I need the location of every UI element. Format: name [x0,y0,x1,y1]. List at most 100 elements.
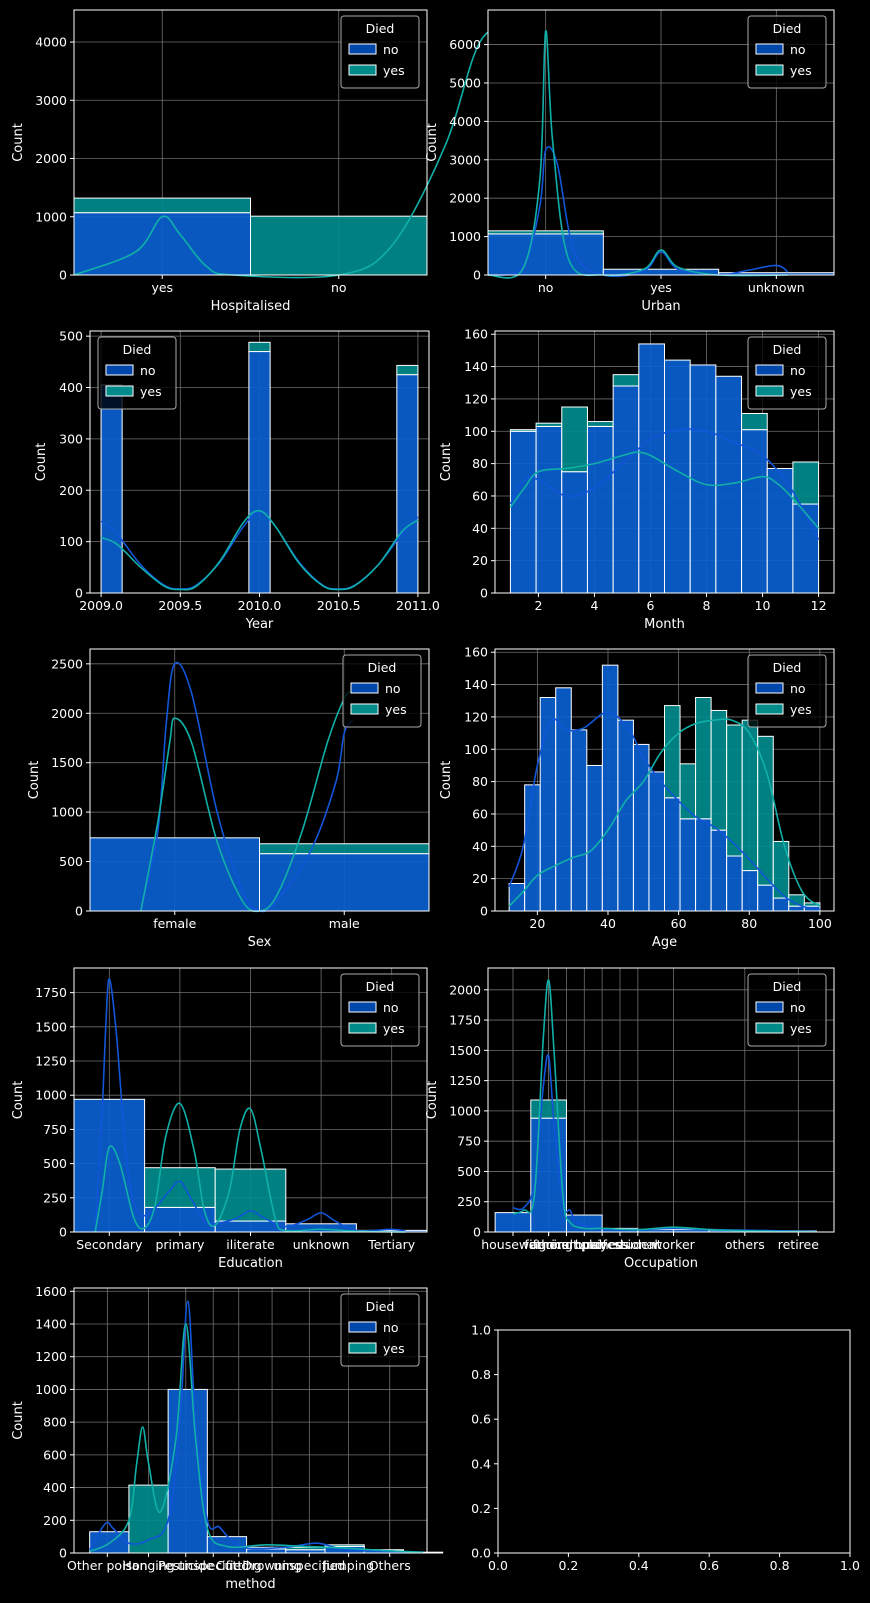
x-tick-label: 2010.0 [238,598,282,613]
x-tick-label: agricultural [531,1237,603,1252]
bar-no [726,855,743,912]
legend-label-yes: yes [790,63,812,78]
x-tick-label: others [725,1237,765,1252]
x-axis-label: Age [652,935,677,950]
y-tick-label: 160 [464,645,488,660]
y-tick-label: 800 [43,1415,67,1430]
bar-yes [324,1544,365,1547]
bar-yes [772,840,790,899]
x-axis-label: Education [218,1256,283,1271]
y-tick-label: 1750 [35,985,67,1000]
legend: Died no yes [97,336,177,410]
legend: Died no yes [747,336,827,410]
y-tick-label: 1750 [449,1013,481,1028]
y-tick-label: 0.0 [471,1546,491,1561]
x-tick-label: 0.8 [770,1558,790,1573]
legend: Died no yes [340,973,420,1047]
bar-yes [710,709,728,831]
kde-line-no [508,711,821,911]
legend-swatch-yes [755,64,784,76]
axes-frame [73,9,428,276]
axes-frame [89,648,430,912]
chart-8: Other poisonHangingPesticideunspecifiedC… [11,1284,444,1592]
bar-yes [214,1168,287,1222]
bar-yes [248,341,271,353]
y-tick-label: 1000 [51,805,83,820]
kde-line-no [94,978,406,1233]
y-tick-label: 2000 [51,706,83,721]
bar-no [601,664,619,912]
bar-yes [695,697,712,820]
y-axis-label: Count [425,123,440,162]
y-tick-label: 500 [59,329,83,344]
y-tick-label: 100 [464,742,488,757]
x-tick-label: 2 [534,598,542,613]
chart-1: no yes unknown 0 1000 2000 3000 4000 5000 6000 Urb… [425,9,835,314]
bar-no [246,1548,287,1554]
bar-no [535,425,563,594]
chart-2: 2009.0 2009.5 2010.0 2010.5 2011.0 0 100 200 300… [34,329,440,632]
y-axis-label: Count [27,761,42,800]
x-tick-label: Tertiary [367,1237,416,1252]
bar-no [570,729,588,912]
x-tick-label: farming [524,1237,573,1252]
kde-line-yes [94,1102,406,1233]
x-tick-label: 1.0 [840,1558,860,1573]
y-tick-label: 60 [472,806,488,821]
y-tick-label: 200 [59,483,83,498]
x-tick-label: 0.6 [699,1558,719,1573]
legend-label-yes: yes [790,1021,812,1036]
x-tick-label: business [575,1237,629,1252]
y-tick-label: 0 [75,586,83,601]
x-tick-label: unspecified [273,1558,345,1573]
y-tick-label: 4000 [449,114,481,129]
bar-no [792,503,820,594]
legend-swatch-yes [755,1022,784,1034]
bar-no [679,818,697,912]
x-tick-label: 40 [600,916,616,931]
legend-label-yes: yes [790,384,812,399]
chart-3: 2 4 6 8 10 12020406080100120140160MonthCountD… [439,327,835,632]
legend-swatch-no [348,1001,377,1013]
x-tick-label: no [538,280,554,295]
y-tick-label: 0 [480,586,488,601]
x-axis-label: Hospitalised [211,299,291,314]
x-tick-label: 2011.0 [396,598,440,613]
x-tick-label: 20 [529,916,545,931]
y-tick-label: 1500 [449,1043,481,1058]
chart-7: housewifefarmingothersagriculturalunempl… [425,967,835,1271]
bar-no [494,1212,532,1233]
x-tick-label: 100 [808,916,832,931]
y-tick-label: 120 [464,391,488,406]
bar-no [695,818,712,912]
bar-yes [726,724,743,857]
x-tick-label: Hanging [122,1558,174,1573]
bar-no [648,771,666,912]
x-tick-label: 80 [741,916,757,931]
x-tick-label: professional [582,1237,658,1252]
y-tick-label: 400 [59,380,83,395]
axes-frame [73,1287,428,1554]
bar-no [638,343,665,594]
x-tick-label: 2010.5 [317,598,361,613]
y-tick-label: 20 [472,871,488,886]
bar-yes [586,421,614,427]
x-axis-label: Sex [248,935,272,950]
y-tick-label: 0 [473,268,481,283]
legend-label-yes: yes [383,63,405,78]
axes-frame [487,967,835,1233]
y-tick-label: 1250 [449,1073,481,1088]
legend-label-no: no [790,363,806,378]
legend-title: Died [773,342,802,357]
bar-no [487,233,604,276]
x-tick-label: Drowning [242,1558,302,1573]
x-tick-label: retiree [778,1237,819,1252]
chart-0: yes no 0 1000 2000 3000 4000 Hospitalised Count D… [11,9,516,314]
x-tick-label: unknown [293,1237,350,1252]
legend-swatch-yes [105,385,134,397]
bar-no [167,1388,208,1554]
bar-yes [396,364,419,376]
x-axis-label: method [225,1577,275,1592]
y-tick-label: 1600 [35,1284,67,1299]
